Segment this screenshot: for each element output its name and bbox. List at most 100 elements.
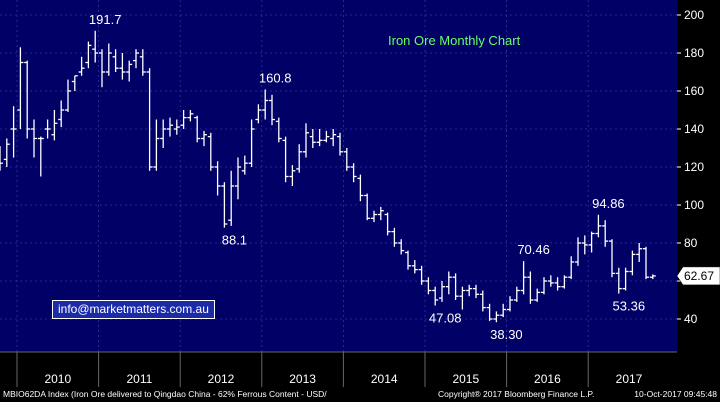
ohlc-bar — [71, 75, 78, 91]
ohlc-bar — [160, 119, 167, 148]
ohlc-bar — [364, 193, 371, 221]
ohlc-bar — [405, 250, 411, 270]
ohlc-bar — [432, 286, 439, 306]
ohlc-bar — [391, 227, 398, 247]
ohlc-bar — [615, 267, 622, 294]
ohlc-bar — [534, 288, 541, 302]
gridlines — [0, 0, 677, 352]
ohlc-bar — [207, 132, 214, 171]
ohlc-bar — [303, 123, 309, 158]
ohlc-bar — [493, 311, 500, 323]
ohlc-bar — [439, 281, 445, 302]
last-price-tag: 62.67 — [676, 266, 720, 286]
ohlc-bar — [520, 261, 527, 295]
y-tick-label: 120 — [684, 160, 704, 174]
price-annotation: 47.08 — [429, 311, 462, 326]
annotations: 191.7 160.8 88.1 94.86 70.46 47.08 38.30 53.36 — [89, 12, 645, 342]
x-tick-label: 2010 — [44, 372, 71, 386]
ohlc-bar — [384, 212, 391, 236]
ohlc-bar — [269, 94, 275, 126]
ohlc-bar — [350, 163, 357, 183]
price-annotation: 191.7 — [89, 12, 122, 27]
ohlc-bar — [561, 275, 568, 289]
y-tick-label: 40 — [684, 312, 698, 326]
ohlc-bar — [3, 138, 10, 167]
ohlc-bar — [588, 231, 595, 253]
ohlc-bar — [527, 271, 534, 304]
footer-index-description: MBIO62DA Index (Iron Ore delivered to Qi… — [3, 389, 327, 399]
ohlc-bar — [24, 60, 31, 139]
ohlc-bar — [459, 286, 466, 310]
ohlc-bar — [180, 110, 187, 129]
last-price-marker — [676, 266, 720, 286]
ohlc-bar — [255, 104, 262, 124]
ohlc-bar — [486, 303, 493, 321]
footer-bar: MBIO62DA Index (Iron Ore delivered to Qi… — [0, 387, 720, 402]
ohlc-bar — [241, 155, 248, 175]
ohlc-bar — [31, 119, 37, 158]
ohlc-bar — [221, 182, 228, 228]
ohlc-bar — [133, 49, 139, 69]
x-tick-label: 2015 — [452, 372, 479, 386]
ohlc-bar — [547, 275, 554, 287]
ohlc-bar — [78, 56, 85, 76]
ohlc-bar — [595, 214, 602, 238]
ohlc-bar — [371, 210, 377, 223]
iron-ore-chart: 406080100120140160180200 201020112012201… — [0, 0, 720, 387]
ohlc-bar — [649, 274, 656, 280]
ohlc-bar — [119, 53, 126, 80]
ohlc-bar — [629, 250, 636, 276]
x-tick-label: 2013 — [289, 372, 316, 386]
ohlc-bar — [330, 129, 337, 147]
ohlc-bar — [248, 119, 255, 167]
ohlc-bar — [173, 119, 180, 135]
ohlc-bar — [85, 41, 92, 69]
ohlc-bar — [425, 277, 432, 295]
ohlc-bar — [10, 106, 17, 158]
ohlc-bar — [65, 79, 71, 112]
ohlc-bars — [0, 30, 656, 323]
ohlc-bar — [636, 243, 643, 262]
ohlc-bar — [554, 277, 561, 291]
ohlc-bar — [105, 43, 112, 76]
ohlc-bar — [58, 100, 65, 128]
chart-title: Iron Ore Monthly Chart — [388, 33, 521, 48]
ohlc-bar — [418, 265, 425, 285]
last-price-label: 62.67 — [684, 269, 714, 283]
ohlc-bar — [275, 117, 282, 143]
x-tick-label: 2012 — [208, 372, 235, 386]
ohlc-bar — [44, 119, 51, 139]
ohlc-bar — [500, 303, 507, 318]
ohlc-bar — [228, 170, 235, 226]
footer-timestamp: 10-Oct-2017 09:45:48 — [634, 389, 717, 399]
y-tick-label: 80 — [684, 236, 698, 250]
x-axis-panel — [0, 352, 677, 387]
ohlc-bar — [575, 237, 581, 266]
ohlc-bar — [167, 117, 173, 137]
ohlc-bar — [323, 130, 330, 143]
x-tick-label: 2017 — [616, 372, 643, 386]
ohlc-bar — [37, 136, 44, 177]
ohlc-bar — [201, 130, 207, 147]
price-annotation: 94.86 — [592, 196, 625, 211]
ohlc-bar — [92, 30, 99, 63]
x-tick-label: 2016 — [534, 372, 561, 386]
y-tick-label: 180 — [684, 46, 704, 60]
ohlc-bar — [309, 129, 316, 148]
ohlc-bar — [609, 239, 615, 278]
ohlc-bar — [337, 132, 343, 156]
ohlc-bar — [153, 119, 160, 171]
ohlc-bar — [581, 235, 588, 255]
ohlc-bar — [289, 165, 296, 186]
ohlc-bar — [507, 296, 513, 312]
ohlc-bar — [187, 110, 194, 122]
ohlc-bar — [602, 220, 609, 247]
price-annotation: 160.8 — [259, 70, 292, 85]
ohlc-bar — [473, 284, 479, 299]
ohlc-bar — [398, 239, 405, 255]
price-annotation: 70.46 — [517, 242, 550, 257]
x-tick-label: 2011 — [126, 372, 152, 386]
ohlc-bar — [316, 129, 323, 147]
y-tick-label: 200 — [684, 8, 704, 22]
ohlc-bar — [541, 277, 547, 295]
